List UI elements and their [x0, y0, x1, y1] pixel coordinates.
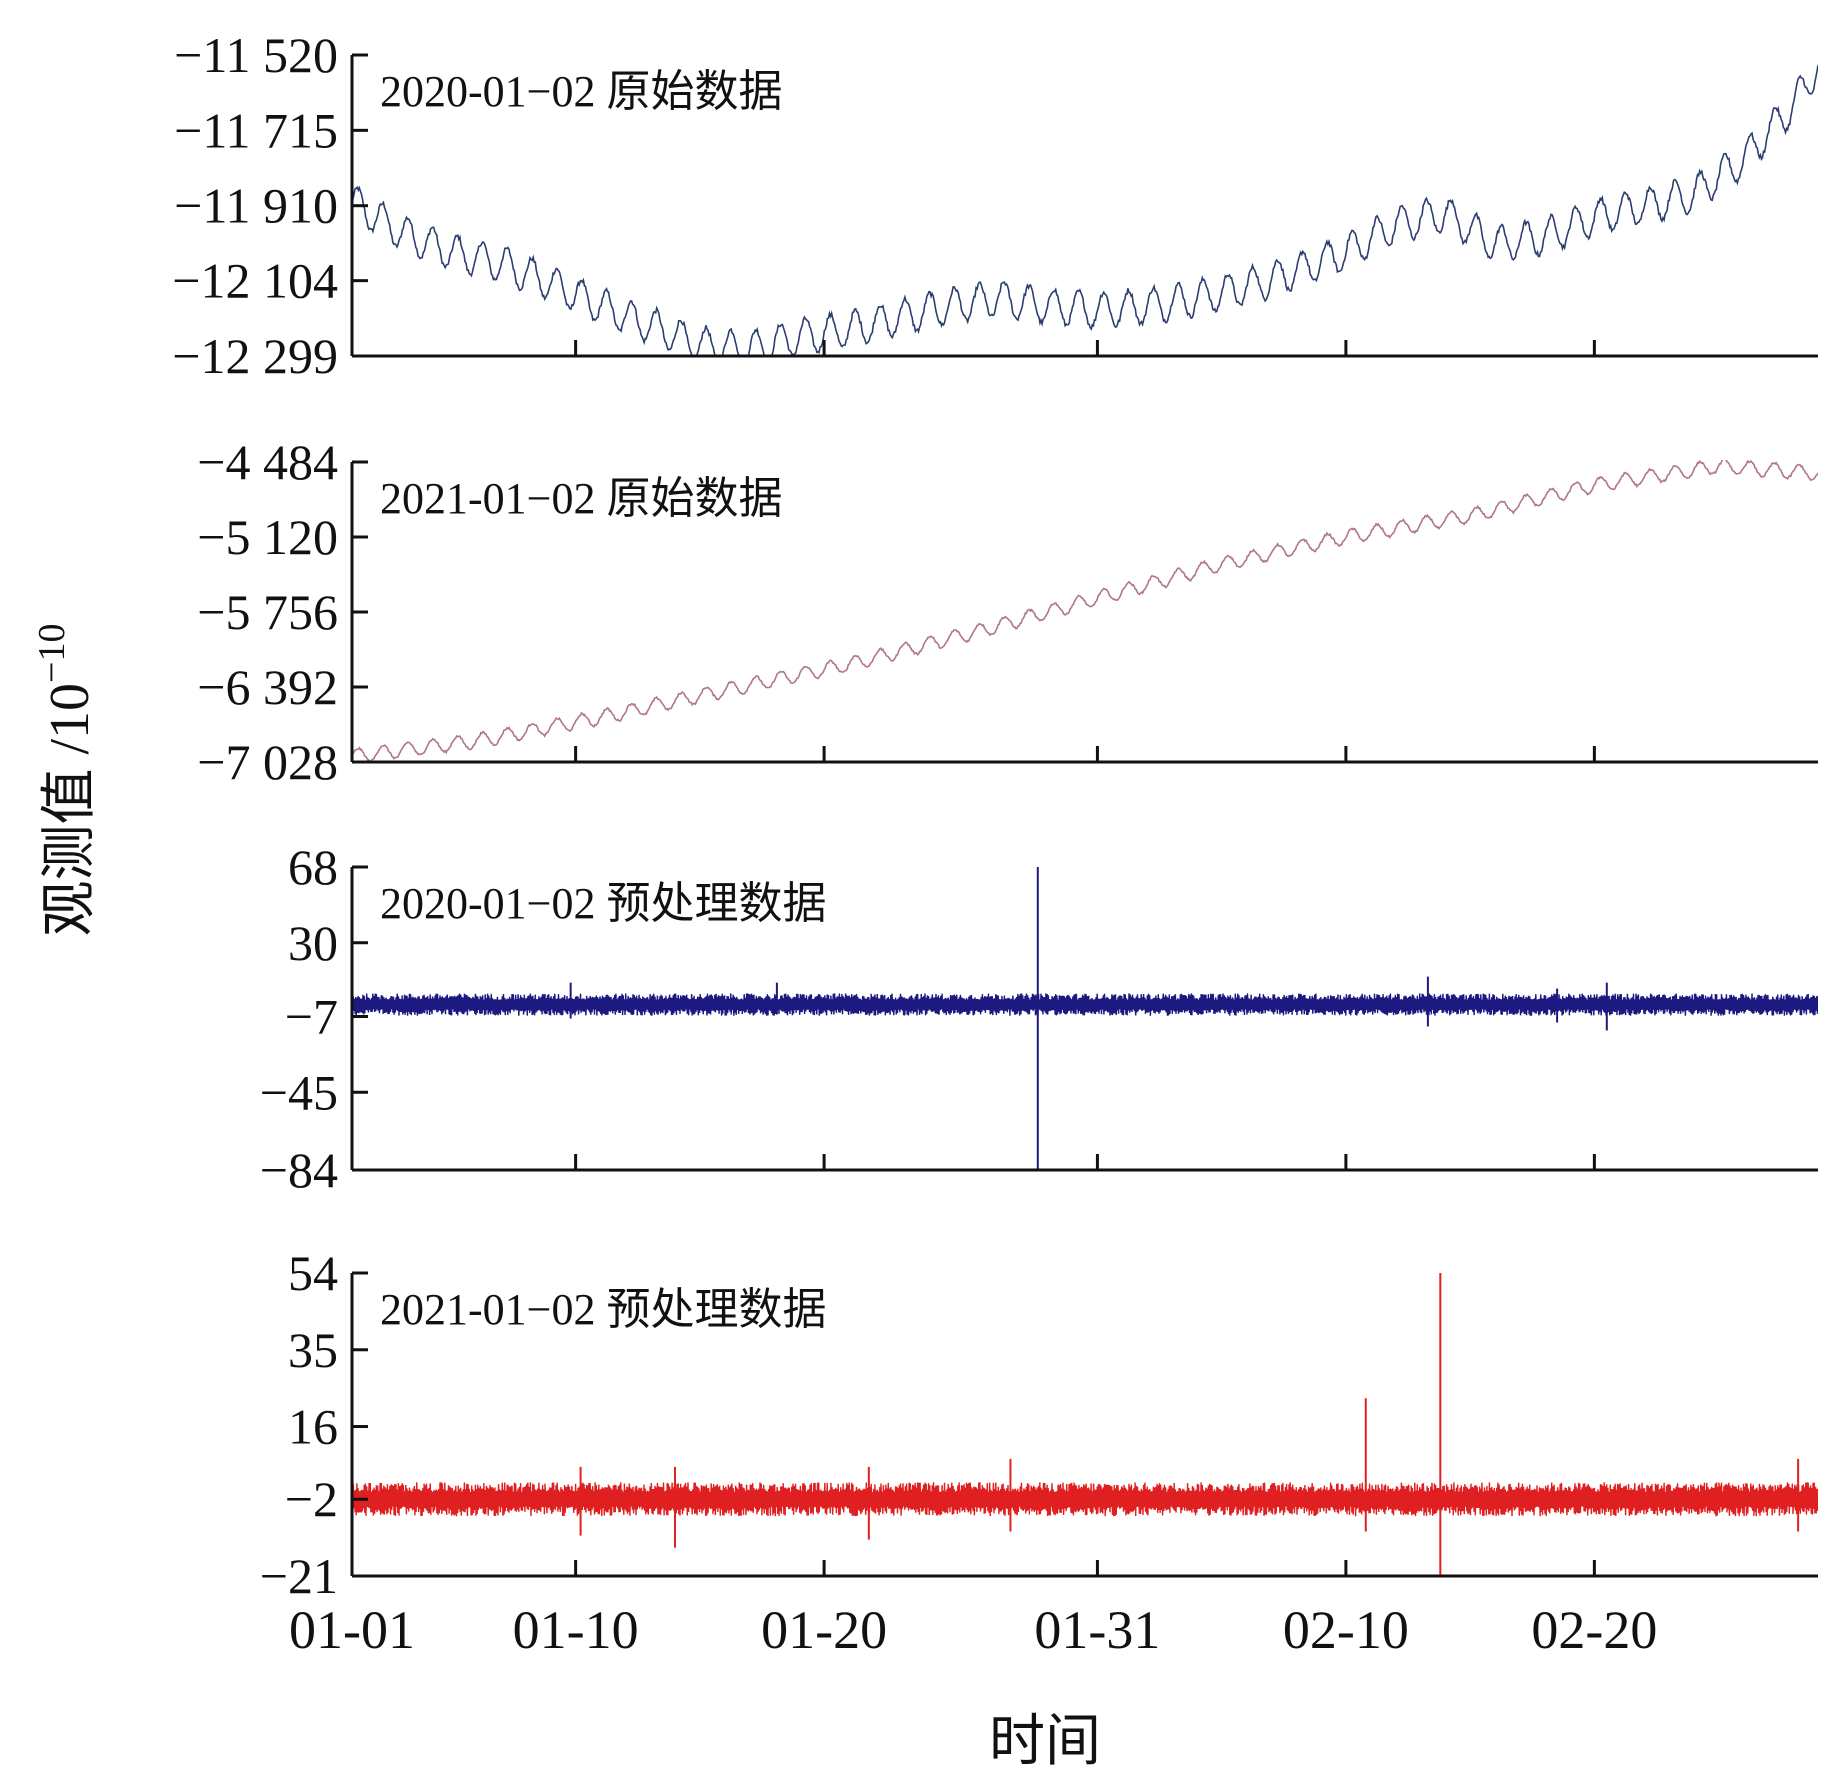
series-group [352, 64, 1818, 356]
x-tick-label: 02-20 [1531, 1600, 1657, 1660]
chart-panel-4: 54 35 16 −2 −21 2021-01−02 预处理数据 [260, 1245, 1818, 1604]
y-tick-label: −84 [260, 1142, 338, 1198]
series-group [352, 460, 1818, 762]
x-tick-label: 01-20 [761, 1600, 887, 1660]
series-line [352, 460, 1818, 762]
x-tick-label: 02-10 [1283, 1600, 1409, 1660]
series-line [352, 64, 1818, 356]
y-axis-title-group: 观测值 /10−10 [31, 624, 101, 937]
y-tick-label: 68 [288, 839, 338, 895]
y-tick-label: −7 028 [197, 734, 338, 790]
chart-panel-3: 68 30 −7 −45 −84 2020-01−02 预处理数据 [260, 839, 1818, 1198]
y-tick-label: 16 [288, 1399, 338, 1455]
panel-title: 2020-01−02 预处理数据 [380, 879, 826, 928]
y-tick-label: −12 104 [172, 253, 338, 309]
x-tick-label: 01-01 [289, 1600, 415, 1660]
y-tick-label: −2 [285, 1471, 338, 1527]
x-tick-label: 01-10 [513, 1600, 639, 1660]
panel-title: 2020-01−02 原始数据 [380, 67, 782, 116]
y-tick-label: 54 [288, 1245, 338, 1301]
y-tick-label: 30 [288, 915, 338, 971]
panel-title: 2021-01−02 预处理数据 [380, 1285, 826, 1334]
chart-panel-1: −11 520 −11 715 −11 910 −12 104 −12 299 2020-… [172, 27, 1818, 384]
y-tick-label: −11 910 [174, 178, 338, 234]
chart-panel-2: −4 484 −5 120 −5 756 −6 392 −7 028 2021-01−02… [197, 434, 1818, 790]
y-tick-label: −5 756 [197, 584, 338, 640]
y-axis-title-exponent: −10 [31, 624, 73, 683]
y-tick-label: −11 520 [174, 27, 338, 83]
series-group [352, 867, 1818, 1170]
y-tick-label: −11 715 [174, 102, 338, 158]
y-tick-label: −12 299 [172, 328, 338, 384]
y-tick-label: 35 [288, 1322, 338, 1378]
series-noise-band [352, 993, 1818, 1016]
y-tick-label: −6 392 [197, 659, 338, 715]
y-tick-label: −21 [260, 1548, 338, 1604]
y-tick-label: −5 120 [197, 509, 338, 565]
chart-panels: −11 520 −11 715 −11 910 −12 104 −12 299 2020-… [172, 27, 1818, 1604]
y-tick-label: −4 484 [197, 434, 338, 490]
y-tick-label: −45 [260, 1064, 338, 1120]
series-noise-band [352, 1482, 1818, 1517]
y-tick-label: −7 [285, 989, 338, 1045]
x-tick-label: 01-31 [1034, 1600, 1160, 1660]
x-axis-title: 时间 [989, 1711, 1101, 1772]
panel-title: 2021-01−02 原始数据 [380, 474, 782, 523]
y-axis-title: 观测值 /10−10 [31, 624, 101, 937]
series-group [352, 1273, 1818, 1576]
x-axis-tick-labels: 01-01 01-10 01-20 01-31 02-10 02-20 [289, 1600, 1657, 1660]
y-axis-title-text: 观测值 /10 [39, 683, 101, 937]
